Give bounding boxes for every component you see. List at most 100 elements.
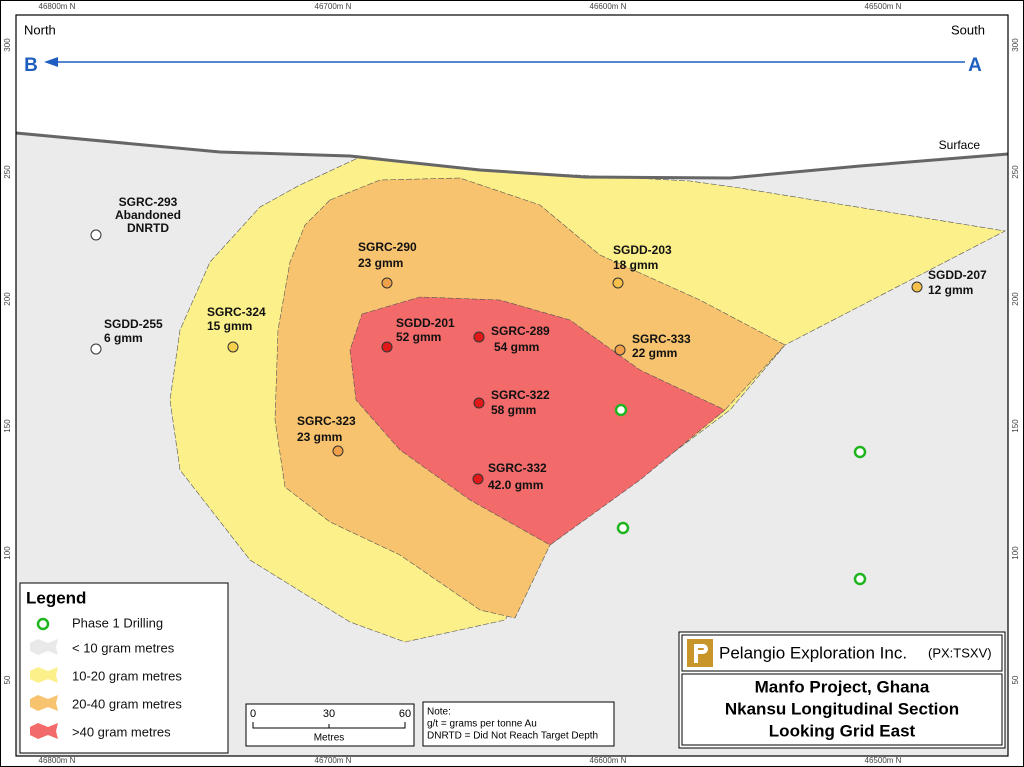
legend-title: Legend <box>26 588 86 607</box>
y-axis-label: 150 <box>1011 419 1020 433</box>
y-axis-label: 300 <box>3 38 12 52</box>
legend-item: < 10 gram metres <box>72 640 175 655</box>
drill-hole-label: SGDD-201 <box>396 316 455 330</box>
scale-box <box>245 703 415 747</box>
drill-hole-label: 15 gmm <box>207 319 252 333</box>
drill-hole-label: 42.0 gmm <box>488 478 543 492</box>
drill-hole-label: SGRC-289 <box>491 324 550 338</box>
title-inner-top <box>681 634 1003 672</box>
scale-unit: Metres <box>314 733 345 744</box>
legend-item: Phase 1 Drilling <box>72 615 163 630</box>
drill-hole <box>381 341 393 353</box>
drill-hole-label: 58 gmm <box>491 403 536 417</box>
drill-hole-label: SGRC-323 <box>297 414 356 428</box>
drill-hole-label: SGDD-203 <box>613 243 672 257</box>
x-axis-label: 46800m N <box>39 756 76 765</box>
scale-label: 0 <box>250 708 256 720</box>
drill-hole-label: SGDD-255 <box>104 317 163 331</box>
drill-hole-label: Abandoned <box>115 208 181 222</box>
drill-hole-label: DNRTD <box>127 221 169 235</box>
title-line: Manfo Project, Ghana <box>755 677 930 696</box>
x-axis-label: 46600m N <box>590 756 627 765</box>
surface-line <box>15 131 1009 180</box>
legend-swatch <box>30 667 58 683</box>
logo-glyph <box>694 644 708 663</box>
drill-hole-label: 52 gmm <box>396 330 441 344</box>
title-line: Nkansu Longitudinal Section <box>725 699 959 718</box>
surface-label: Surface <box>939 138 981 152</box>
drill-hole-label: 12 gmm <box>928 283 973 297</box>
zone-over-40 <box>349 296 726 546</box>
legend-swatch <box>30 723 58 739</box>
drill-hole-label: SGDD-207 <box>928 268 987 282</box>
y-axis-label: 250 <box>3 165 12 179</box>
legend-swatch <box>30 639 58 655</box>
y-axis-label: 50 <box>1011 675 1020 684</box>
drill-hole <box>227 341 239 353</box>
drill-hole-label: SGRC-332 <box>488 461 547 475</box>
legend-swatch <box>30 695 58 711</box>
note-box <box>422 701 615 747</box>
drill-hole-label: SGRC-293 <box>119 195 178 209</box>
north-label: North <box>24 22 56 37</box>
drill-hole <box>472 473 484 485</box>
y-axis-label: 100 <box>1011 546 1020 560</box>
drill-hole <box>381 277 393 289</box>
drill-hole-label: 54 gmm <box>494 340 539 354</box>
drill-hole <box>332 445 344 457</box>
x-axis-label: 46500m N <box>865 2 902 11</box>
note-line: Note: <box>427 707 451 718</box>
drill-hole <box>90 229 102 241</box>
x-axis-label: 46600m N <box>590 2 627 11</box>
x-axis-label: 46500m N <box>865 756 902 765</box>
south-label: South <box>951 22 985 37</box>
y-axis-label: 50 <box>3 675 12 684</box>
scale-label: 60 <box>399 708 411 720</box>
y-axis-label: 200 <box>1011 292 1020 306</box>
y-axis-label: 300 <box>1011 38 1020 52</box>
y-axis-label: 200 <box>3 292 12 306</box>
legend-item: 10-20 gram metres <box>72 668 182 683</box>
drill-hole <box>473 331 485 343</box>
company-name: Pelangio Exploration Inc. <box>719 643 907 662</box>
phase1-hole <box>853 445 867 459</box>
note-line: DNRTD = Did Not Reach Target Depth <box>427 731 598 742</box>
x-axis-label: 46700m N <box>315 756 352 765</box>
y-axis-label: 100 <box>3 546 12 560</box>
company-ticker: (PX:TSXV) <box>928 645 992 660</box>
drill-hole-label: SGRC-290 <box>358 240 417 254</box>
drill-hole-label: 23 gmm <box>358 256 403 270</box>
legend-item: 20-40 gram metres <box>72 696 182 711</box>
drill-hole-label: 23 gmm <box>297 430 342 444</box>
x-axis-label: 46800m N <box>39 2 76 11</box>
map-frame <box>15 14 1009 757</box>
drill-hole <box>614 344 626 356</box>
drill-hole-label: SGRC-324 <box>207 305 266 319</box>
title-box <box>678 631 1006 749</box>
drill-hole-label: SGRC-333 <box>632 332 691 346</box>
x-axis-label: 46700m N <box>315 2 352 11</box>
y-axis-label: 250 <box>1011 165 1020 179</box>
note-line: g/t = grams per tonne Au <box>427 719 537 730</box>
scale-label: 30 <box>323 708 335 720</box>
legend-symbol <box>36 617 50 631</box>
phase1-hole <box>853 572 867 586</box>
drill-hole-label: 18 gmm <box>613 258 658 272</box>
drill-hole <box>612 277 624 289</box>
section-start: B <box>24 55 38 76</box>
y-axis-label: 150 <box>3 419 12 433</box>
phase1-hole <box>614 403 628 417</box>
legend-item: >40 gram metres <box>72 724 171 739</box>
arrow-head <box>44 57 58 67</box>
drill-hole-label: SGRC-322 <box>491 388 550 402</box>
title-inner-bottom <box>681 673 1003 746</box>
drill-hole <box>473 397 485 409</box>
drill-hole <box>911 281 923 293</box>
drill-hole <box>90 343 102 355</box>
drill-hole-label: 22 gmm <box>632 346 677 360</box>
drill-hole-label: 6 gmm <box>104 331 143 345</box>
phase1-hole <box>616 521 630 535</box>
title-line: Looking Grid East <box>769 721 916 740</box>
section-end: A <box>968 55 982 76</box>
